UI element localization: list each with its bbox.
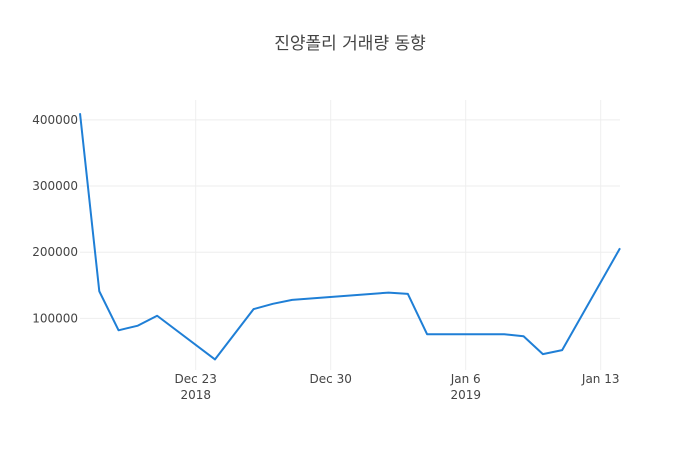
series-layer <box>79 113 621 361</box>
grid-layer <box>80 100 620 370</box>
y-tick-label: 100000 <box>32 311 78 325</box>
y-tick-label: 200000 <box>32 245 78 259</box>
x-tick-year-label: 2018 <box>180 388 211 402</box>
x-tick-label: Jan 13 <box>581 372 620 386</box>
chart-title: 진양폴리 거래량 동향 <box>274 34 426 54</box>
y-tick-label: 400000 <box>32 113 78 127</box>
axis-layer: Dec 23 2018 Dec 30 Jan 6 2019 Jan 13 100000 200… <box>32 113 619 402</box>
x-tick-label: Jan 6 <box>450 372 481 386</box>
y-tick-label: 300000 <box>32 179 78 193</box>
x-tick-label: Dec 30 <box>310 372 352 386</box>
x-tick-label: Dec 23 <box>175 372 217 386</box>
series-line <box>79 113 621 361</box>
x-tick-year-label: 2019 <box>450 388 481 402</box>
